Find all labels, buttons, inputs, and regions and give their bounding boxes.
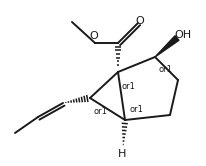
Text: or1: or1: [130, 106, 144, 115]
Text: O: O: [136, 16, 144, 26]
Text: OH: OH: [174, 30, 192, 40]
Text: O: O: [90, 31, 98, 41]
Polygon shape: [155, 36, 179, 57]
Text: or1: or1: [159, 65, 173, 74]
Text: or1: or1: [93, 108, 107, 117]
Text: or1: or1: [121, 82, 135, 90]
Text: H: H: [118, 149, 126, 159]
